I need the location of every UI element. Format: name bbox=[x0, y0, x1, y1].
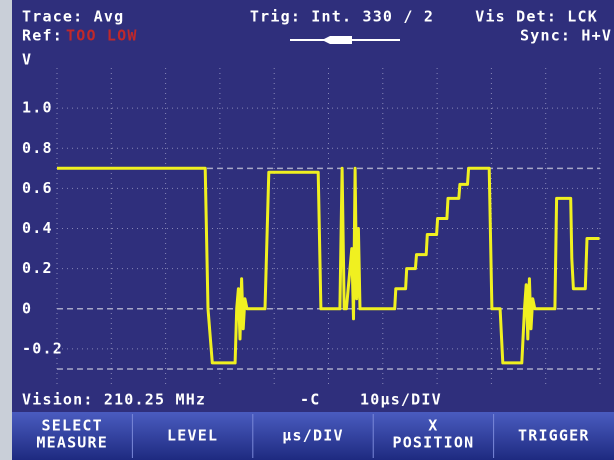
y-tick-label: 0.2 bbox=[22, 259, 53, 277]
trigger-arrow bbox=[322, 36, 330, 44]
trigger-icon: -C bbox=[300, 391, 320, 409]
vision-frequency: Vision: 210.25 MHz bbox=[22, 391, 206, 409]
trigger-indicator bbox=[330, 36, 352, 44]
vis-det: Vis Det: LCK bbox=[475, 8, 598, 26]
y-axis-label: V bbox=[22, 51, 32, 69]
ref-label: Ref: bbox=[22, 27, 63, 45]
softkey-label[interactable]: µs/DIV bbox=[282, 427, 343, 445]
softkey-label[interactable]: LEVEL bbox=[167, 427, 218, 445]
softkey-label[interactable]: MEASURE bbox=[36, 434, 108, 452]
y-tick-label: -0.2 bbox=[22, 339, 63, 357]
bezel bbox=[0, 0, 14, 460]
softkey-label[interactable]: SELECT bbox=[42, 417, 103, 435]
y-tick-label: 0.6 bbox=[22, 179, 53, 197]
display bbox=[12, 0, 614, 412]
y-tick-label: 0 bbox=[22, 299, 32, 317]
trace-mode: Trace: Avg bbox=[22, 8, 124, 26]
y-tick-label: 1.0 bbox=[22, 99, 53, 117]
sync: Sync: H+V bbox=[520, 27, 612, 45]
timebase: 10µs/DIV bbox=[360, 391, 442, 409]
softkey-label[interactable]: POSITION bbox=[392, 434, 474, 452]
softkey-label[interactable]: X bbox=[428, 417, 438, 435]
softkey-label[interactable]: TRIGGER bbox=[518, 427, 590, 445]
softkey-bar bbox=[12, 412, 614, 460]
waveform bbox=[57, 166, 600, 365]
trigger: Trig: Int. 330 / 2 bbox=[250, 8, 434, 26]
y-tick-label: 0.4 bbox=[22, 219, 53, 237]
y-tick-label: 0.8 bbox=[22, 139, 53, 157]
ref-value: TOO LOW bbox=[66, 27, 138, 45]
